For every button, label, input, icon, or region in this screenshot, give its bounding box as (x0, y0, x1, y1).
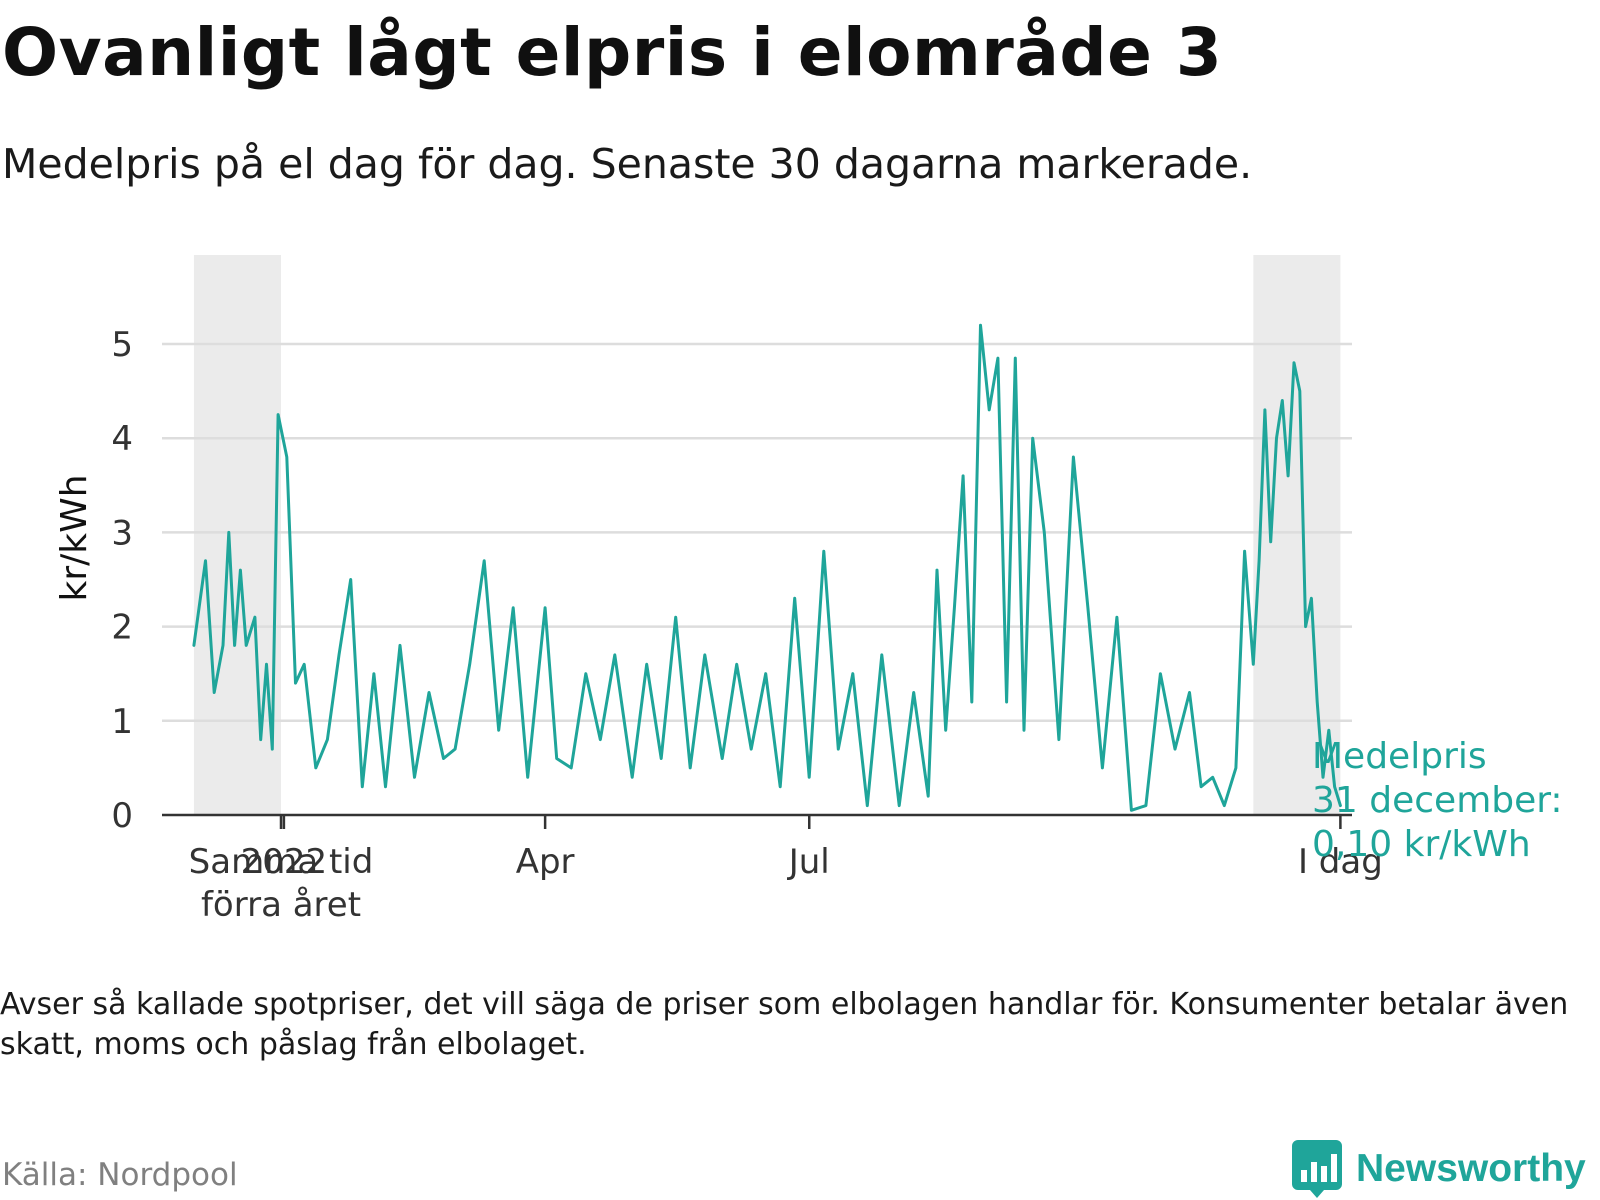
brand-name: Newsworthy (1356, 1147, 1586, 1190)
brand-logo[interactable]: Newsworthy (1292, 1140, 1586, 1198)
highlight-band-1 (193, 255, 281, 815)
bar-chart-pin-icon (1292, 1140, 1342, 1198)
source-text: Källa: Nordpool (2, 1157, 238, 1193)
annotation-text: Medelpris 31 december: 0,10 kr/kWh (1312, 736, 1563, 865)
y-tick-label: 1 (111, 702, 133, 742)
chart-subtitle: Medelpris på el dag för dag. Senaste 30 … (2, 140, 1253, 188)
series-layer (192, 323, 1342, 812)
x-tick-label: Jul (787, 842, 830, 882)
latest-value-annotation: Medelpris 31 december: 0,10 kr/kWh (1312, 736, 1563, 865)
chart-title: Ovanligt lågt elpris i elområde 3 (2, 14, 1223, 91)
y-tick-label: 0 (111, 796, 133, 836)
y-gridlines (162, 342, 1352, 723)
footnote: Avser så kallade spotpriser, det vill sä… (0, 987, 1569, 1062)
y-tick-label: 2 (111, 608, 133, 648)
x-tick-label: I dag (1298, 842, 1383, 882)
y-tick-labels: 0 1 2 3 4 5 (111, 325, 133, 836)
y-tick-label: 3 (111, 513, 133, 553)
y-tick-label: 4 (111, 419, 133, 459)
y-axis-label: kr/kWh (54, 474, 95, 601)
highlight-bands (193, 255, 1341, 815)
price-series-line (192, 323, 1342, 812)
x-tick-label: Samma tid förra året (189, 842, 374, 925)
x-tick-label: Apr (516, 842, 575, 882)
x-tick-label: 2022 (241, 842, 328, 882)
y-tick-label: 5 (111, 325, 133, 365)
